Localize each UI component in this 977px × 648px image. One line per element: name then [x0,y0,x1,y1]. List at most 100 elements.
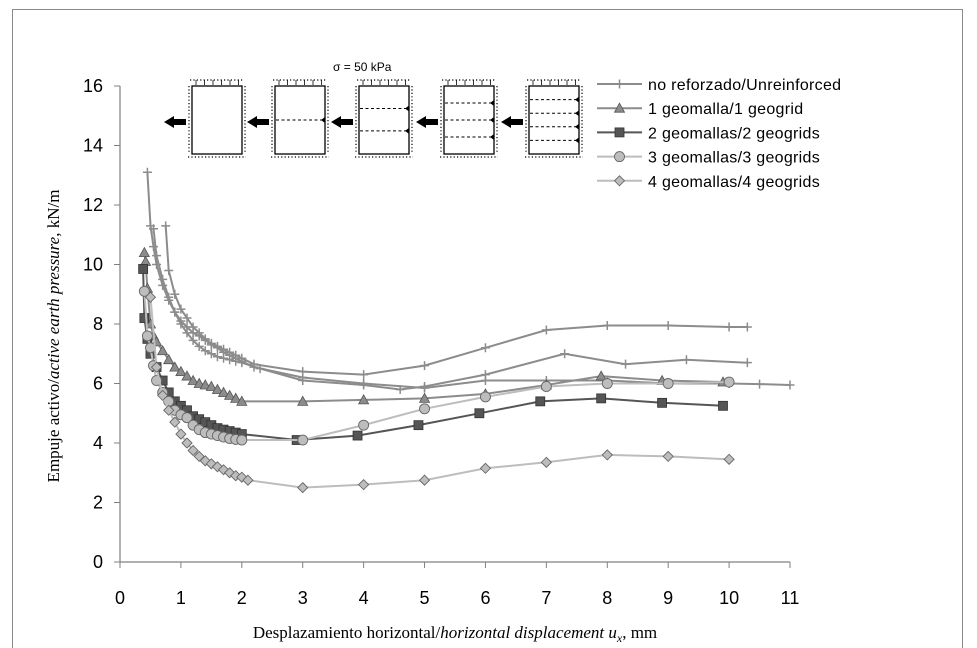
series-line [143,252,724,403]
wall-box [528,85,580,155]
data-point [164,292,174,302]
data-point [255,364,265,374]
data-point [785,380,795,390]
data-point [357,394,370,405]
data-point [161,221,171,231]
data-point [480,370,490,380]
legend-label: no reforzado/Unreinforced [648,77,841,94]
data-point [236,395,248,406]
data-point [181,437,193,449]
data-point [187,374,199,385]
data-point [156,389,169,402]
data-point [188,335,198,345]
wall-box [191,85,243,155]
data-point [681,355,691,365]
data-point [225,355,235,365]
data-point [164,265,174,275]
data-point [357,479,370,491]
data-point [657,397,667,408]
legend-entry: 4 geomallas/4 geogrids [597,174,820,191]
inset-wall-diagrams: σ = 50 kPa [164,60,583,158]
data-point [742,358,752,368]
data-point [602,320,612,330]
data-point [200,346,210,356]
data-point [358,419,370,431]
x-tick-label: 3 [298,588,308,608]
data-point [181,370,193,381]
data-point [723,453,735,465]
geogrid-anchor [321,117,325,123]
x-tick-label: 0 [115,588,125,608]
data-point [601,449,613,461]
data-point [298,376,308,386]
x-tick-label: 4 [359,588,369,608]
data-point [138,264,149,274]
data-point [231,356,241,366]
ticks [114,85,791,568]
legend-marker [613,102,626,113]
data-point [755,379,765,389]
data-point [535,396,546,407]
data-point [138,285,150,297]
legend-label: 1 geomalla/1 geogrid [648,101,803,118]
data-point [621,359,631,369]
data-point [142,167,152,177]
data-point [176,319,186,329]
data-point [193,377,205,388]
x-tick-label: 11 [781,588,800,608]
data-point [144,291,157,303]
data-point [187,444,199,457]
data-point [662,450,674,463]
data-point [237,358,247,368]
geogrid-anchor [575,96,579,103]
wall-panel [247,79,329,158]
x-tick-label: 2 [237,588,247,608]
x-tick-label: 9 [663,588,673,608]
data-point [480,391,491,403]
data-point [724,322,734,332]
data-point [230,392,242,403]
data-point [223,389,236,400]
geogrid-anchor [405,127,409,134]
data-point [420,381,430,391]
data-point [474,408,485,419]
data-point [219,353,229,363]
legend: no reforzado/Unreinforced 1 geomalla/1 ge… [597,77,841,191]
x-tick-label: 7 [541,588,551,608]
data-point [170,289,180,299]
data-point [188,322,198,332]
legend-marker [614,151,625,163]
legend-entry: no reforzado/Unreinforced [597,77,841,94]
y-axis-title: Empuje activo/active earth pressure, kN/… [44,190,63,483]
data-point [200,334,210,344]
series-line [152,228,748,391]
push-arrow [164,116,186,128]
y-tick-label: 16 [83,76,103,96]
data-point [199,379,211,390]
series-4 [144,291,735,494]
data-point [205,380,218,391]
data-point [601,378,613,389]
push-arrow [247,116,269,128]
data-point [413,420,424,431]
geogrid-anchor [575,123,579,130]
data-point [663,320,673,330]
x-tick-label: 1 [176,588,186,608]
data-point [742,322,752,332]
data-point [149,224,158,234]
geogrid-anchor [575,137,579,144]
data-point [138,246,151,258]
legend-label: 4 geomallas/4 geogrids [648,174,820,191]
geogrid-anchor [490,100,494,106]
push-arrow [416,116,438,128]
legend-label: 2 geomallas/2 geogrids [648,125,820,142]
data-point [662,378,674,389]
data-point [158,274,168,284]
y-tick-label: 14 [83,136,103,156]
y-tick-label: 6 [93,374,103,394]
wall-panel [164,79,246,158]
data-point [139,313,150,323]
geogrid-anchor [405,105,409,112]
data-point [182,328,192,338]
data-point [352,430,363,441]
